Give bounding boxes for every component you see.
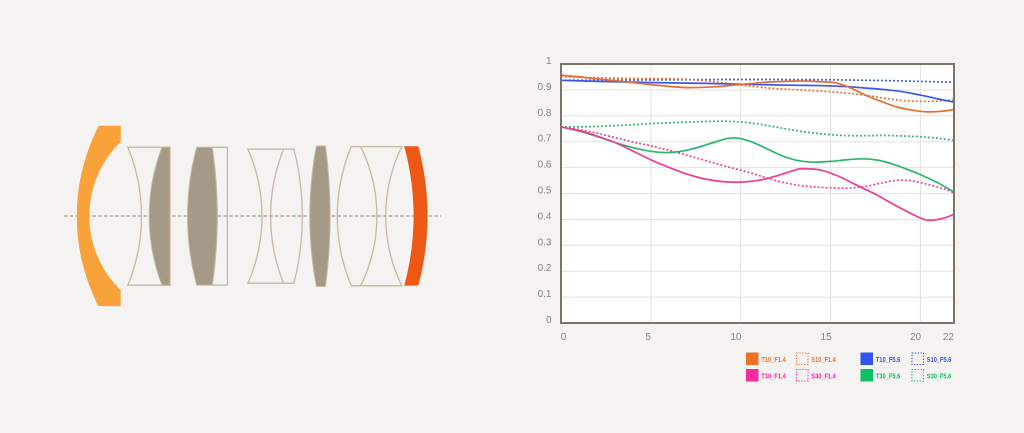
svg-text:0: 0 (546, 315, 552, 326)
svg-text:T10_F5.6: T10_F5.6 (876, 355, 901, 364)
svg-text:22: 22 (943, 332, 955, 343)
svg-text:T30_F5.6: T30_F5.6 (876, 372, 901, 381)
svg-text:S10_F5.6: S10_F5.6 (927, 355, 952, 364)
svg-text:0.6: 0.6 (538, 160, 552, 171)
svg-text:0.4: 0.4 (538, 211, 552, 222)
svg-text:10: 10 (730, 332, 742, 343)
svg-text:15: 15 (821, 332, 833, 343)
svg-text:S30_F5.6: S30_F5.6 (927, 372, 952, 381)
svg-text:0.8: 0.8 (538, 108, 552, 119)
svg-text:0.3: 0.3 (538, 237, 552, 248)
svg-text:0.5: 0.5 (538, 186, 552, 197)
svg-text:T30_F1.4: T30_F1.4 (761, 372, 786, 381)
svg-text:20: 20 (910, 332, 922, 343)
svg-text:5: 5 (645, 332, 651, 343)
svg-text:S10_F1.4: S10_F1.4 (811, 355, 836, 364)
svg-text:S30_F1.4: S30_F1.4 (811, 372, 836, 381)
svg-text:0.1: 0.1 (538, 289, 552, 300)
svg-text:T10_F1.4: T10_F1.4 (761, 355, 786, 364)
svg-text:0.2: 0.2 (538, 263, 552, 274)
svg-text:0.9: 0.9 (538, 82, 552, 93)
svg-text:1: 1 (546, 56, 552, 67)
svg-text:0: 0 (561, 332, 567, 343)
svg-text:0.7: 0.7 (538, 134, 552, 145)
